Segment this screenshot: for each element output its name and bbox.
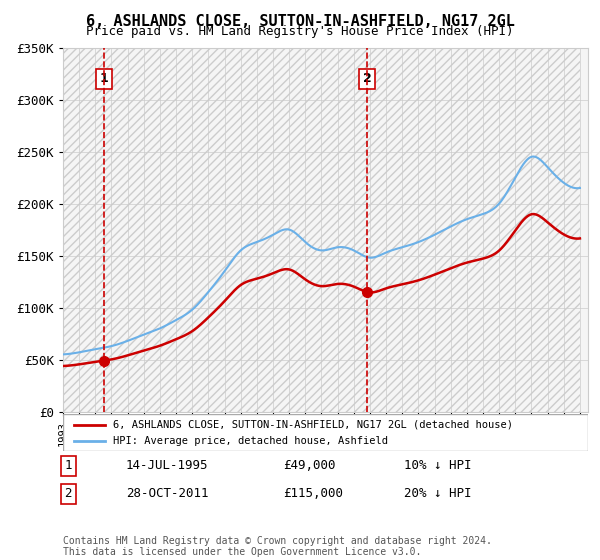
Text: 2: 2 — [65, 487, 72, 501]
Text: 28-OCT-2011: 28-OCT-2011 — [126, 487, 209, 501]
Text: 20% ↓ HPI: 20% ↓ HPI — [404, 487, 472, 501]
Text: £49,000: £49,000 — [284, 459, 336, 473]
FancyBboxPatch shape — [63, 414, 588, 451]
Text: 2: 2 — [363, 72, 371, 85]
Text: £115,000: £115,000 — [284, 487, 343, 501]
Text: HPI: Average price, detached house, Ashfield: HPI: Average price, detached house, Ashf… — [113, 436, 388, 446]
Text: 6, ASHLANDS CLOSE, SUTTON-IN-ASHFIELD, NG17 2GL (detached house): 6, ASHLANDS CLOSE, SUTTON-IN-ASHFIELD, N… — [113, 419, 513, 430]
Text: 1: 1 — [65, 459, 72, 473]
Text: 6, ASHLANDS CLOSE, SUTTON-IN-ASHFIELD, NG17 2GL: 6, ASHLANDS CLOSE, SUTTON-IN-ASHFIELD, N… — [86, 14, 514, 29]
Text: Price paid vs. HM Land Registry's House Price Index (HPI): Price paid vs. HM Land Registry's House … — [86, 25, 514, 38]
Text: 10% ↓ HPI: 10% ↓ HPI — [404, 459, 472, 473]
Text: 1: 1 — [100, 72, 109, 85]
Text: 14-JUL-1995: 14-JUL-1995 — [126, 459, 209, 473]
Text: Contains HM Land Registry data © Crown copyright and database right 2024.
This d: Contains HM Land Registry data © Crown c… — [63, 535, 492, 557]
